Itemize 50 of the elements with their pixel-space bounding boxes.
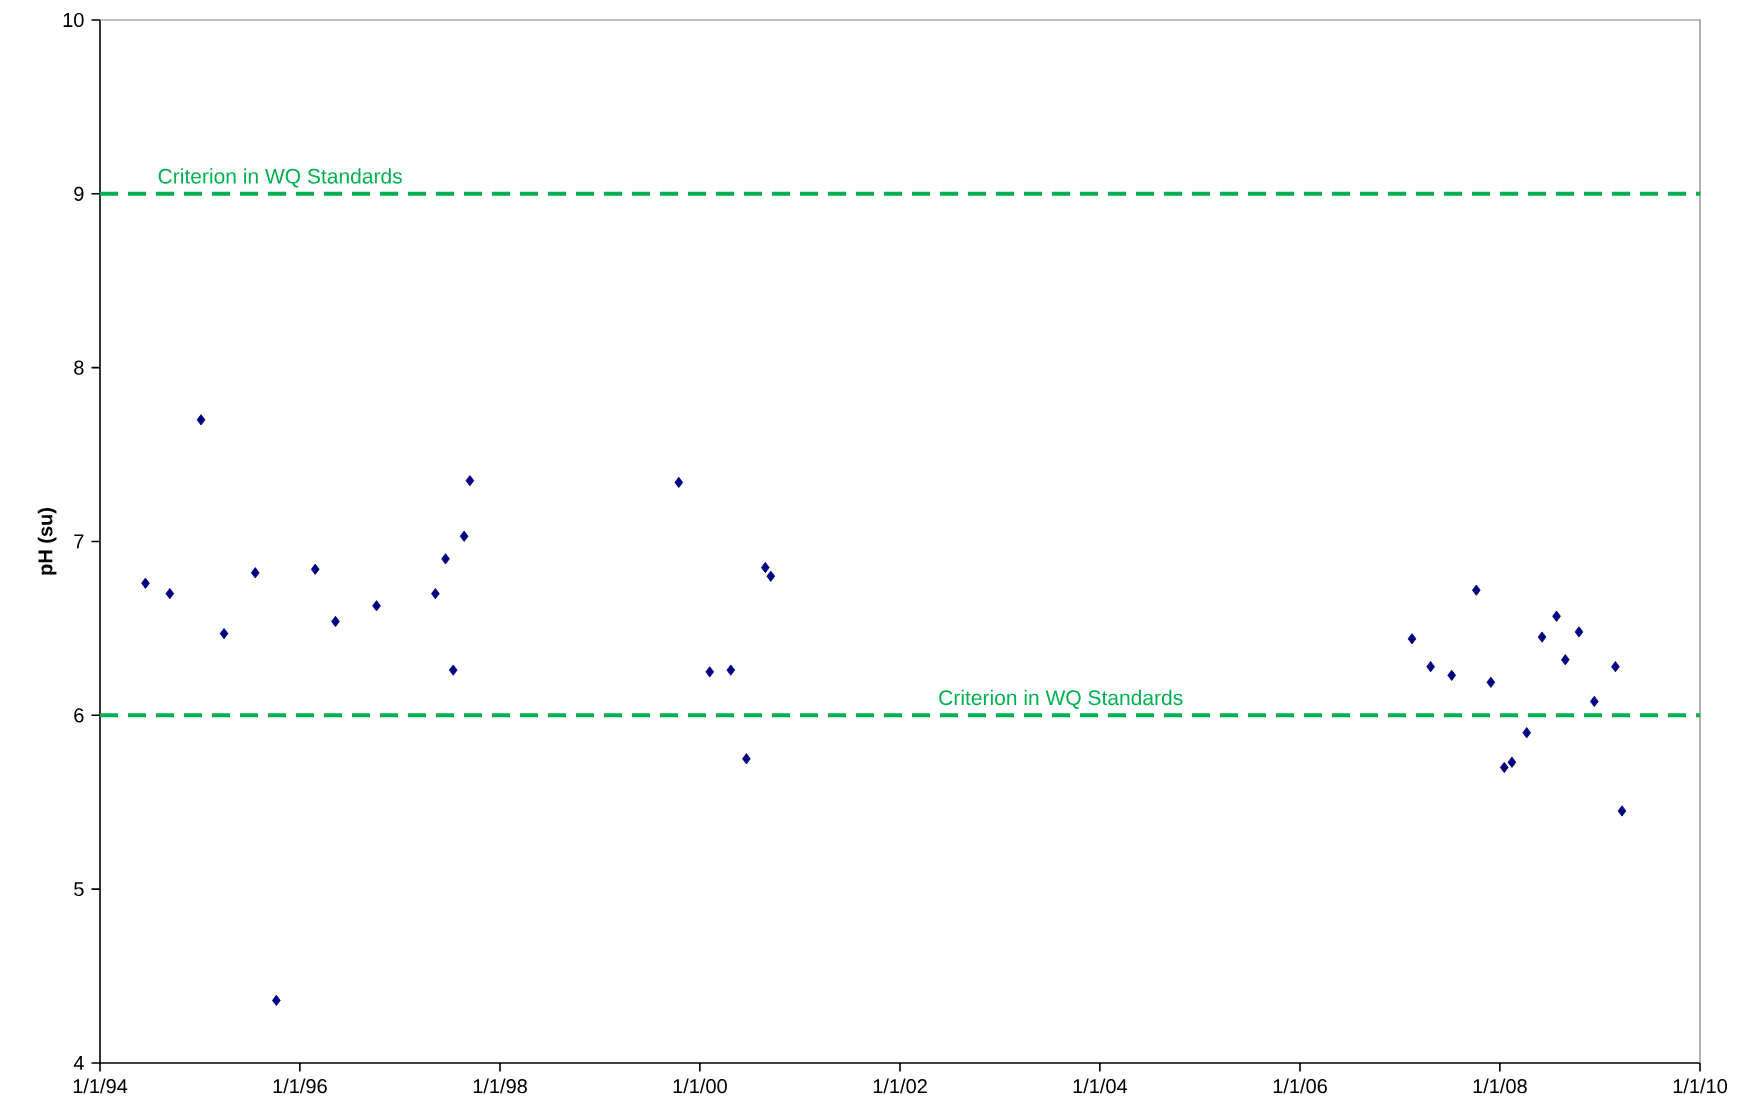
- point: [219, 628, 229, 640]
- point: [1552, 610, 1561, 622]
- ref-line-label: Criterion in WQ Standards: [158, 168, 402, 188]
- point: [1499, 761, 1509, 774]
- x-tick-label: 1/1/06: [1273, 1078, 1327, 1094]
- point: [1561, 654, 1570, 666]
- point: [250, 567, 260, 579]
- point: [726, 664, 736, 676]
- y-tick-label: 5: [74, 882, 84, 897]
- y-tick-label: 7: [74, 534, 84, 549]
- point: [1611, 661, 1620, 673]
- point: [1472, 584, 1481, 596]
- x-tick-label: 1/1/00: [673, 1078, 727, 1094]
- point: [1426, 661, 1435, 673]
- point: [674, 476, 684, 488]
- point: [459, 530, 469, 542]
- y-tick-label: 9: [74, 186, 84, 201]
- x-tick-label: 1/1/08: [1473, 1078, 1527, 1094]
- point: [742, 753, 751, 765]
- point: [705, 666, 715, 678]
- x-tick-label: 1/1/10: [1673, 1078, 1728, 1094]
- y-axis-title: pH (su): [37, 508, 57, 575]
- point: [1574, 626, 1584, 638]
- point: [1537, 631, 1547, 643]
- x-tick-label: 1/1/02: [873, 1078, 927, 1094]
- point: [372, 600, 381, 612]
- y-tick-label: 8: [74, 360, 84, 375]
- x-tick-label: 1/1/98: [473, 1078, 527, 1094]
- point: [448, 664, 458, 676]
- ref-line-label: Criterion in WQ Standards: [939, 689, 1183, 709]
- point: [196, 414, 206, 426]
- x-tick-label: 1/1/96: [273, 1078, 327, 1094]
- point: [766, 570, 776, 582]
- y-tick-label: 6: [74, 708, 84, 723]
- x-tick-label: 1/1/04: [1073, 1078, 1128, 1094]
- point: [1447, 669, 1456, 681]
- x-tick-label: 1/1/94: [73, 1078, 128, 1094]
- point: [1522, 727, 1532, 739]
- point: [465, 475, 475, 487]
- point: [431, 588, 440, 600]
- point: [1407, 633, 1417, 645]
- y-tick-label: 4: [73, 1056, 84, 1070]
- point: [1486, 676, 1496, 688]
- point: [141, 577, 150, 589]
- point: [310, 563, 320, 575]
- point: [165, 588, 175, 600]
- point: [1617, 805, 1627, 817]
- point: [441, 553, 450, 565]
- y-tick-label: 10: [63, 12, 84, 28]
- point: [1507, 756, 1517, 768]
